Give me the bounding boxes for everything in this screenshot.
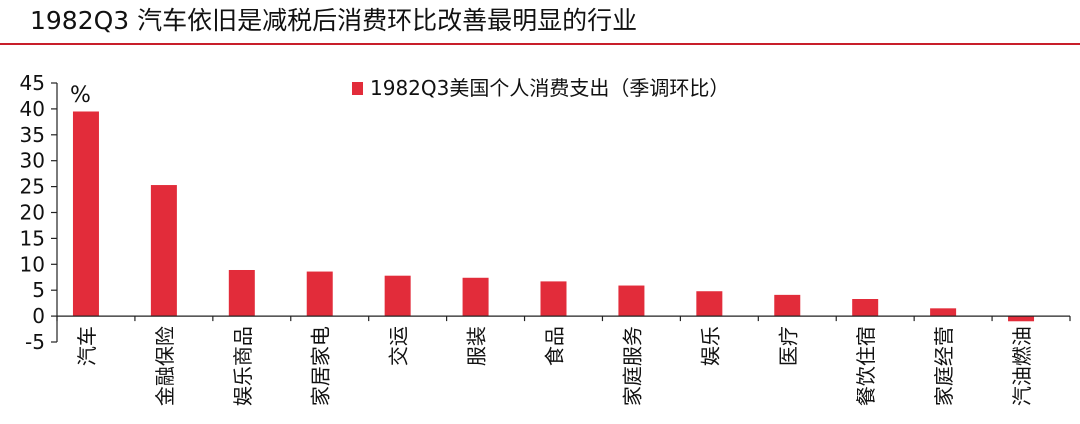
x-tick-label: 汽油燃油	[1010, 326, 1034, 406]
y-tick-label: 15	[20, 226, 45, 250]
y-tick-label: 35	[20, 123, 45, 147]
x-tick-label: 家庭服务	[620, 326, 644, 406]
x-tick-label: 服装	[465, 326, 489, 366]
x-tick-label-text: 汽车	[75, 326, 99, 366]
header: 1982Q3 汽车依旧是减税后消费环比改善最明显的行业	[0, 0, 1080, 45]
y-tick-label: 45	[20, 71, 45, 95]
bar	[930, 308, 957, 317]
x-tick-label-text: 交运	[387, 326, 411, 366]
y-tick-label: 0	[32, 304, 45, 328]
bar	[384, 275, 411, 317]
y-tick-label: 25	[20, 175, 45, 199]
x-tick-label: 娱乐	[698, 326, 722, 366]
bar	[540, 281, 567, 317]
zero-line	[56, 315, 1071, 322]
bars	[72, 111, 1035, 322]
bar	[72, 111, 99, 317]
bar	[228, 269, 255, 317]
bar	[618, 285, 645, 317]
legend: 1982Q3美国个人消费支出（季调环比）	[352, 76, 729, 100]
y-tick-label: -5	[25, 330, 45, 354]
x-tick-label: 医疗	[776, 326, 800, 366]
x-tick-label-text: 家庭经营	[932, 326, 956, 406]
x-tick-label: 餐饮住宿	[854, 326, 878, 406]
y-tick-label: 20	[20, 201, 45, 225]
y-tick-label: 40	[20, 97, 45, 121]
legend-label: 1982Q3美国个人消费支出（季调环比）	[370, 76, 729, 100]
bar	[696, 291, 723, 317]
bar	[462, 277, 489, 317]
x-tick-label-text: 娱乐	[698, 326, 722, 366]
x-tick-label: 食品	[543, 326, 567, 366]
y-axis-unit: %	[70, 83, 91, 108]
bar	[306, 271, 333, 317]
x-tick-label-text: 服装	[465, 326, 489, 366]
x-tick-label: 交运	[387, 326, 411, 366]
y-tick-label: 30	[20, 149, 45, 173]
y-tick-label: 5	[32, 278, 45, 302]
bar	[150, 185, 177, 317]
x-tick-label: 家庭经营	[932, 326, 956, 406]
x-tick-label-text: 家居家电	[309, 326, 333, 406]
x-tick-label-text: 家庭服务	[620, 326, 644, 406]
x-tick-label-text: 食品	[543, 326, 567, 366]
x-axis-labels: 汽车 金融保险 娱乐商品 家居家电 交运 服装 食品 家庭服务 娱乐 医疗 餐饮住宿 家庭经营 汽油燃油	[75, 326, 1034, 406]
x-tick-label-text: 餐饮住宿	[854, 326, 878, 406]
x-tick-label: 金融保险	[153, 326, 177, 406]
x-tick-label-text: 医疗	[776, 326, 800, 366]
x-tick-label-text: 金融保险	[153, 326, 177, 406]
x-tick-label-text: 娱乐商品	[231, 326, 255, 406]
bar	[1008, 316, 1035, 322]
page-title: 1982Q3 汽车依旧是减税后消费环比改善最明显的行业	[30, 6, 638, 35]
x-tick-label: 汽车	[75, 326, 99, 366]
bar	[852, 299, 879, 317]
x-tick-label-text: 汽油燃油	[1010, 326, 1034, 406]
bar	[774, 294, 801, 317]
y-tick-label: 10	[20, 252, 45, 276]
legend-swatch	[352, 82, 363, 95]
x-tick-label: 娱乐商品	[231, 326, 255, 406]
title-divider	[0, 43, 1080, 45]
x-tick-label: 家居家电	[309, 326, 333, 406]
